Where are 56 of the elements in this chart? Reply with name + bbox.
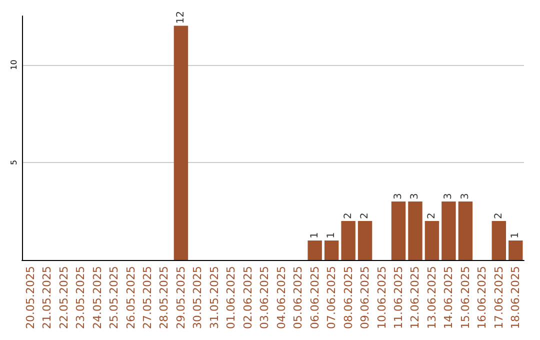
x-tick-label: 16.06.2025 [476, 266, 489, 329]
data-label: 3 [460, 193, 471, 200]
x-tick-label: 21.05.2025 [40, 266, 54, 329]
x-tick-label: 28.05.2025 [158, 266, 171, 329]
bar [424, 220, 440, 260]
bar [492, 220, 506, 260]
x-tick-label: 22.05.2025 [57, 266, 70, 329]
data-label: 3 [410, 193, 421, 200]
x-tick-label: 15.06.2025 [458, 266, 472, 329]
bar [308, 240, 322, 260]
data-label: 2 [493, 212, 504, 219]
x-tick-label: 02.06.2025 [241, 266, 254, 329]
data-label: 1 [326, 232, 338, 238]
data-label: 3 [393, 193, 404, 200]
x-tick-label: 24.05.2025 [90, 266, 104, 329]
x-tick-label: 29.05.2025 [174, 266, 188, 329]
y-tick-label: 5 [10, 160, 18, 165]
data-label: 1 [510, 232, 522, 238]
bar [341, 220, 356, 260]
x-tick-label: 17.06.2025 [492, 266, 506, 329]
bar [508, 240, 523, 260]
x-tick-label: 25.05.2025 [108, 266, 121, 329]
x-tick-label: 20.05.2025 [24, 266, 37, 329]
x-tick-label: 10.06.2025 [375, 266, 388, 329]
data-label: 2 [426, 212, 438, 219]
bar [408, 201, 422, 260]
x-tick-label: 11.06.2025 [392, 266, 405, 329]
data-label: 3 [443, 193, 454, 200]
data-label: 2 [360, 212, 371, 219]
x-tick-label: 23.05.2025 [74, 266, 88, 329]
x-tick-label: 26.05.2025 [124, 266, 138, 329]
bar [174, 26, 188, 260]
bar [458, 201, 473, 260]
x-tick-label: 18.06.2025 [509, 266, 522, 329]
data-label: 1 [309, 232, 320, 238]
data-label: 2 [342, 212, 354, 219]
x-tick-label: 03.06.2025 [258, 266, 272, 329]
x-tick-label: 14.06.2025 [442, 266, 456, 329]
x-tick-label: 06.06.2025 [308, 266, 322, 329]
x-tick-label: 12.06.2025 [408, 266, 422, 329]
bar [442, 201, 456, 260]
x-tick-label: 30.05.2025 [191, 266, 204, 329]
x-tick-label: 05.06.2025 [292, 266, 305, 329]
x-tick-label: 08.06.2025 [342, 266, 355, 329]
bar [324, 240, 339, 260]
x-tick-label: 09.06.2025 [358, 266, 372, 329]
x-tick-label: 01.06.2025 [224, 266, 238, 329]
data-label: 12 [175, 11, 186, 24]
bar [391, 201, 406, 260]
x-tick-label: 04.06.2025 [274, 266, 288, 329]
y-tick-label: 10 [10, 60, 18, 70]
bar [358, 220, 372, 260]
x-tick-label: 27.05.2025 [141, 266, 154, 329]
x-tick-label: 31.05.2025 [208, 266, 221, 329]
x-tick-label: 07.06.2025 [325, 266, 338, 329]
x-tick-label: 13.06.2025 [425, 266, 438, 329]
